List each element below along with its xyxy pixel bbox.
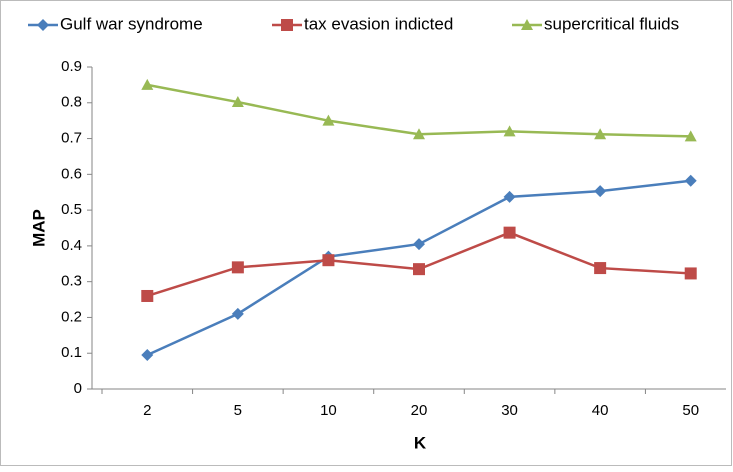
data-point — [231, 307, 244, 320]
data-point — [594, 128, 607, 140]
x-tick-label: 2 — [143, 402, 151, 419]
data-point — [503, 226, 516, 239]
legend-marker — [521, 19, 533, 30]
y-tick-label: 0.4 — [61, 237, 82, 254]
data-point — [684, 174, 697, 187]
data-point — [141, 349, 154, 362]
y-tick-label: 0.1 — [61, 344, 82, 361]
legend-label: tax evasion indicted — [304, 14, 453, 33]
y-tick-label: 0.8 — [61, 94, 82, 111]
legend-marker — [37, 19, 49, 31]
y-tick-label: 0.3 — [61, 273, 82, 290]
data-point — [322, 254, 335, 267]
data-point — [322, 114, 335, 126]
data-point — [413, 128, 425, 140]
y-tick-label: 0.6 — [61, 165, 82, 182]
y-tick-label: 0.9 — [61, 58, 82, 75]
legend-marker — [281, 19, 293, 31]
x-tick-label: 30 — [501, 402, 518, 419]
data-point — [141, 78, 154, 90]
x-axis-label: K — [414, 433, 427, 452]
y-tick-label: 0.5 — [61, 201, 82, 218]
x-tick-label: 5 — [234, 402, 242, 419]
y-axis-label: MAP — [29, 209, 48, 247]
y-tick-label: 0 — [74, 380, 82, 397]
y-tick-label: 0.2 — [61, 308, 82, 325]
x-tick-label: 20 — [411, 402, 428, 419]
data-point — [594, 185, 607, 198]
data-point — [231, 261, 244, 274]
data-point — [594, 262, 607, 275]
data-point — [503, 190, 516, 203]
x-tick-label: 10 — [320, 402, 337, 419]
data-point — [413, 238, 425, 251]
data-point — [684, 130, 697, 142]
x-tick-label: 40 — [592, 402, 609, 419]
data-point — [413, 263, 425, 276]
x-tick-label: 50 — [682, 402, 699, 419]
y-tick-label: 0.7 — [61, 130, 82, 147]
data-point — [684, 267, 697, 280]
data-point — [231, 96, 244, 108]
data-point — [141, 289, 154, 302]
legend-label: supercritical fluids — [544, 14, 679, 33]
data-point — [503, 125, 516, 137]
legend-label: Gulf war syndrome — [60, 14, 203, 33]
